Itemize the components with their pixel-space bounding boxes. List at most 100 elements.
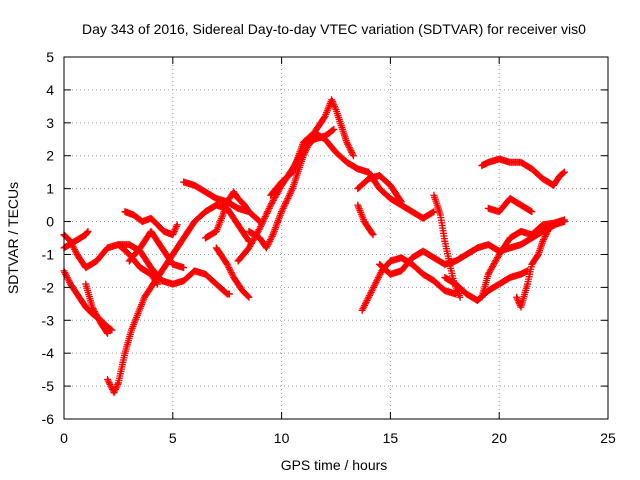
data-point (171, 226, 179, 234)
data-point (111, 387, 119, 395)
data-point (104, 329, 112, 337)
data-point (285, 193, 293, 201)
data-point (264, 241, 272, 249)
data-point (539, 237, 547, 245)
data-point (489, 261, 497, 269)
data-point (559, 169, 567, 177)
data-point (456, 293, 464, 301)
data-point (490, 260, 498, 268)
data-point (264, 206, 272, 214)
data-point (113, 382, 121, 390)
data-point (560, 168, 568, 176)
data-point (94, 314, 102, 322)
data-point (227, 269, 235, 277)
data-point (226, 265, 234, 273)
data-point (284, 195, 292, 203)
data-point (282, 198, 290, 206)
data-point (95, 317, 103, 325)
data-point (172, 222, 180, 230)
data-point (369, 231, 377, 239)
data-point (225, 290, 233, 298)
chart-title: Day 343 of 2016, Sidereal Day-to-day VTE… (82, 21, 586, 37)
data-point (364, 295, 372, 303)
data-point (84, 227, 92, 235)
data-point (365, 293, 373, 301)
data-point (302, 145, 310, 153)
data-point (270, 195, 278, 203)
data-point (285, 191, 293, 199)
y-tick-label: 1 (46, 181, 54, 197)
data-point (345, 142, 353, 150)
data-point (365, 292, 373, 300)
data-point (271, 193, 279, 201)
data-point (303, 144, 311, 151)
data-point (268, 198, 276, 206)
data-point (396, 197, 404, 205)
series-sat-k (212, 244, 253, 301)
data-point (108, 326, 116, 334)
data-point (269, 197, 277, 205)
data-point (374, 273, 382, 281)
data-point (258, 219, 266, 227)
data-point (278, 206, 286, 214)
data-marks (60, 96, 568, 397)
data-point (105, 379, 113, 387)
data-point (362, 298, 370, 306)
data-point (348, 148, 356, 156)
data-point (88, 303, 96, 311)
data-point (261, 213, 269, 221)
data-point (245, 293, 253, 301)
data-point (329, 126, 337, 134)
data-point (106, 380, 114, 388)
data-point (367, 288, 375, 296)
data-point (95, 315, 103, 323)
data-point (304, 142, 312, 150)
axis-ticks (63, 56, 609, 420)
data-point (267, 201, 275, 209)
data-point (104, 377, 112, 385)
data-point (344, 140, 352, 148)
data-point (363, 297, 371, 305)
data-point (268, 200, 276, 208)
data-point (429, 208, 437, 216)
data-point (170, 227, 178, 235)
data-point (370, 282, 378, 290)
data-point (330, 125, 338, 133)
data-point (169, 231, 177, 239)
data-point (223, 260, 231, 268)
series-sat-t (441, 267, 531, 305)
data-point (256, 224, 264, 232)
data-point (329, 99, 337, 107)
data-point (528, 208, 536, 216)
series-sat-n (267, 129, 438, 222)
data-point (346, 145, 354, 153)
data-point (543, 229, 551, 237)
data-point (484, 270, 492, 278)
data-point (371, 280, 379, 288)
data-point (280, 203, 288, 211)
series-sat-i (180, 178, 253, 216)
data-point (347, 147, 355, 155)
data-point (262, 211, 270, 219)
data-point (173, 221, 181, 229)
series-sat-p (354, 201, 377, 239)
series-sat-e (104, 201, 253, 397)
data-point (83, 229, 91, 237)
data-point (397, 198, 405, 206)
data-point (255, 226, 263, 234)
data-point (226, 267, 234, 275)
y-tick-label: -1 (42, 246, 55, 262)
series-sat-w (484, 195, 536, 216)
data-point (104, 376, 112, 384)
data-point (257, 221, 265, 229)
data-point (61, 269, 69, 277)
data-point (92, 311, 100, 319)
y-axis-label: SDTVAR / TECUs (5, 182, 21, 294)
data-point (541, 232, 549, 240)
data-point (266, 236, 274, 244)
data-point (372, 278, 380, 286)
y-tick-labels: -6 -5 -4 -3 -2 -1 0 1 2 3 4 5 (42, 49, 55, 427)
data-point (114, 380, 122, 388)
data-point (286, 190, 294, 198)
data-point (487, 266, 495, 274)
